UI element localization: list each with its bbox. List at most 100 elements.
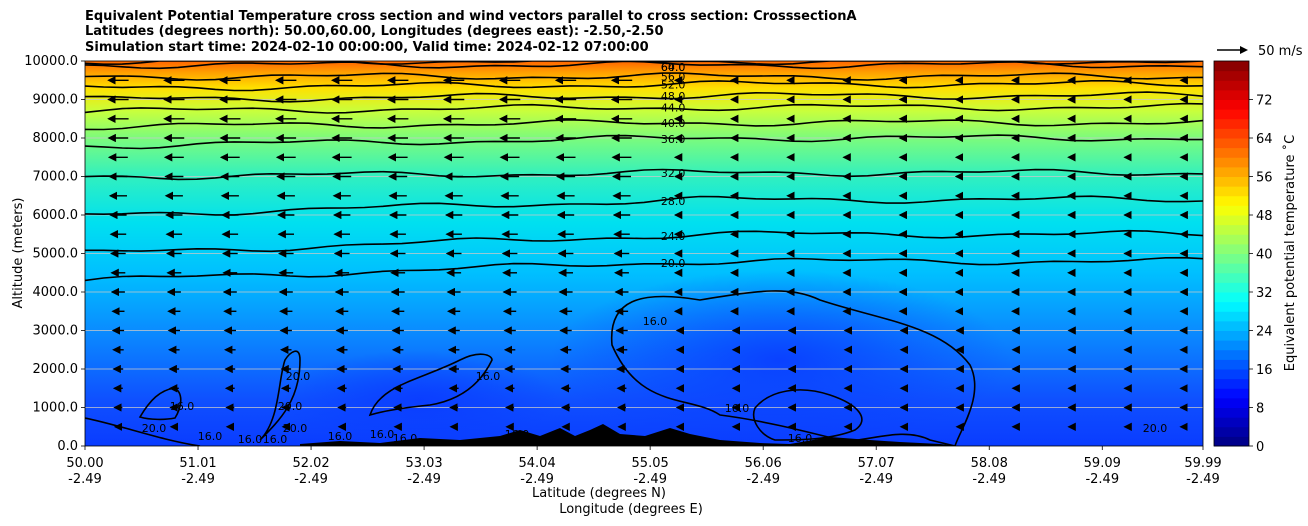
colorbar-band-72 — [1214, 89, 1249, 100]
colorbar-band-52 — [1214, 186, 1249, 197]
x-tick-label-lon-7: -2.49 — [859, 472, 893, 487]
x-tick-label-lat-8: 58.08 — [971, 456, 1008, 471]
low-contour-label-5: 16.0 — [328, 430, 353, 443]
colorbar-band-34 — [1214, 272, 1249, 283]
x-tick-label-lon-6: -2.49 — [746, 472, 780, 487]
y-tick-label-3: 3000.0 — [33, 324, 79, 339]
x-tick-label-lat-3: 53.03 — [405, 456, 442, 471]
x-tick-label-lat-5: 55.05 — [632, 456, 669, 471]
colorbar-band-38 — [1214, 253, 1249, 264]
colorbar-band-54 — [1214, 176, 1249, 187]
colorbar-band-40 — [1214, 243, 1249, 254]
contour-label-24.0: 24.0 — [661, 230, 686, 243]
colorbar-tick-label-6: 48 — [1256, 209, 1273, 224]
x-axis-title-longitude: Longitude (degrees E) — [559, 502, 703, 517]
contour-label-44.0: 44.0 — [661, 102, 686, 115]
chart-title-line-3: Simulation start time: 2024-02-10 00:00:… — [85, 40, 649, 55]
colorbar-band-32 — [1214, 282, 1249, 293]
low-contour-label-14: 16.0 — [643, 315, 668, 328]
colorbar-band-42 — [1214, 234, 1249, 245]
colorbar-band-30 — [1214, 292, 1249, 303]
low-contour-label-4: 16.0 — [263, 433, 288, 446]
terrain-silhouette — [300, 424, 960, 446]
low-contour-label-16: 20.0 — [1143, 422, 1168, 435]
colorbar-band-8 — [1214, 397, 1249, 408]
colorbar-band-12 — [1214, 378, 1249, 389]
colorbar-band-10 — [1214, 388, 1249, 399]
y-tick-label-8: 8000.0 — [33, 131, 79, 146]
colorbar-band-70 — [1214, 99, 1249, 110]
colorbar-band-16 — [1214, 359, 1249, 370]
y-axis-title: Altitude (meters) — [11, 198, 26, 309]
low-contour-label-8: 16.0 — [476, 370, 501, 383]
contour-line-16-south — [368, 353, 493, 417]
x-tick-label-lat-0: 50.00 — [66, 456, 103, 471]
low-contour-label-7: 16.0 — [393, 432, 418, 445]
x-tick-label-lat-9: 59.09 — [1084, 456, 1121, 471]
reference-vector: 50 m/s — [1217, 44, 1303, 59]
y-tick-label-2: 2000.0 — [33, 362, 79, 377]
contour-line-40.0 — [85, 118, 1203, 131]
x-axis-title-latitude: Latitude (degrees N) — [532, 486, 666, 501]
colorbar-band-60 — [1214, 147, 1249, 158]
y-tick-label-5: 5000.0 — [33, 247, 79, 262]
colorbar-tick-label-4: 32 — [1256, 286, 1273, 301]
colorbar-band-62 — [1214, 138, 1249, 149]
contour-line-56.0 — [85, 72, 1203, 81]
y-tick-label-0: 0.0 — [57, 439, 78, 454]
colorbar-band-64 — [1214, 128, 1249, 139]
colorbar-band-76 — [1214, 70, 1249, 81]
chart-title-line-2: Latitudes (degrees north): 50.00,60.00, … — [85, 24, 664, 39]
contour-labels: 20.0 24.0 28.0 32.0 36.0 40.0 44.048.052.056.0… — [142, 61, 1168, 446]
y-tick-label-7: 7000.0 — [33, 170, 79, 185]
x-tick-label-lon-5: -2.49 — [633, 472, 667, 487]
contour-line-16-north — [610, 290, 976, 446]
chart-title-line-1: Equivalent Potential Temperature cross s… — [85, 9, 857, 24]
x-tick-label-lon-8: -2.49 — [972, 472, 1006, 487]
x-tick-label-lat-7: 57.07 — [858, 456, 895, 471]
contour-line-20-north-small — [753, 389, 863, 441]
colorbar-band-46 — [1214, 215, 1249, 226]
colorbar-band-6 — [1214, 407, 1249, 418]
low-contour-label-11: 20.0 — [278, 400, 303, 413]
x-tick-label-lon-4: -2.49 — [520, 472, 554, 487]
contour-label-56.0: 56.0 — [661, 70, 686, 83]
colorbar-band-66 — [1214, 118, 1249, 129]
wind-vectors — [107, 76, 1188, 431]
x-tick-label-lat-4: 54.04 — [519, 456, 556, 471]
low-contour-label-13: 16.0 — [725, 402, 750, 415]
y-axis: 0.0 1000.0 2000.0 3000.0 4000.0 5000.0 6000.0 7… — [24, 54, 85, 454]
colorbar-band-14 — [1214, 369, 1249, 380]
reference-vector-arrowhead — [1240, 46, 1248, 54]
colorbar-tick-label-3: 24 — [1256, 325, 1273, 340]
colorbar-band-58 — [1214, 157, 1249, 168]
low-contour-label-9: 16.0 — [505, 428, 530, 441]
y-tick-label-6: 6000.0 — [33, 208, 79, 223]
x-tick-label-lat-1: 51.01 — [179, 456, 216, 471]
contour-line-44.0 — [85, 102, 1203, 114]
y-tick-label-10: 10000.0 — [24, 54, 78, 69]
colorbar: 0 8 16 24 32 40 48 56 64 72 — [1213, 60, 1273, 455]
colorbar-band-22 — [1214, 330, 1249, 341]
contour-label-20.0: 20.0 — [661, 257, 686, 270]
colorbar-band-20 — [1214, 340, 1249, 351]
low-theta-region-south — [280, 350, 560, 446]
low-theta-region-north — [550, 270, 1010, 446]
contour-label-28.0: 28.0 — [661, 195, 686, 208]
colorbar-tick-label-2: 16 — [1256, 363, 1273, 378]
low-contour-label-0: 16.0 — [170, 400, 195, 413]
colorbar-tick-label-1: 8 — [1256, 402, 1264, 417]
reference-vector-label: 50 m/s — [1258, 44, 1303, 59]
low-contour-label-2: 16.0 — [198, 430, 223, 443]
contour-label-64.0: 64.0 — [661, 61, 686, 74]
colorbar-tick-label-8: 64 — [1256, 132, 1273, 147]
colorbar-band-18 — [1214, 349, 1249, 360]
y-tick-label-4: 4000.0 — [33, 285, 79, 300]
colorbar-band-56 — [1214, 166, 1249, 177]
x-tick-label-lon-1: -2.49 — [181, 472, 215, 487]
colorbar-band-68 — [1214, 109, 1249, 120]
colorbar-tick-label-5: 40 — [1256, 248, 1273, 263]
colorbar-band-4 — [1214, 417, 1249, 428]
colorbar-band-28 — [1214, 301, 1249, 312]
low-contour-label-12: 20.0 — [283, 422, 308, 435]
